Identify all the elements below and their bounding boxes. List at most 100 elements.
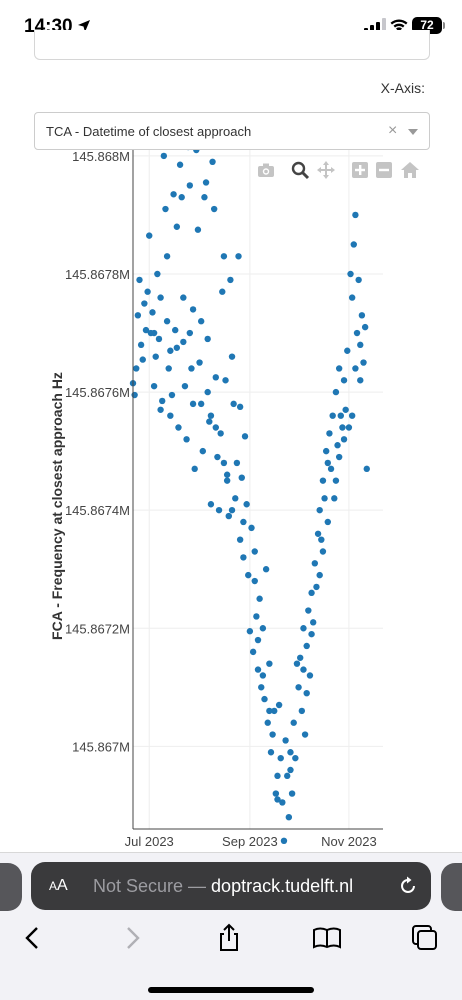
data-point[interactable] xyxy=(178,194,185,201)
data-point[interactable] xyxy=(319,477,327,484)
data-point[interactable] xyxy=(267,749,275,756)
data-point[interactable] xyxy=(324,459,332,467)
data-point[interactable] xyxy=(335,365,343,372)
data-point[interactable] xyxy=(352,365,359,372)
data-point[interactable] xyxy=(339,424,346,431)
data-point[interactable] xyxy=(144,288,151,295)
data-point[interactable] xyxy=(228,506,236,514)
data-point[interactable] xyxy=(163,318,171,325)
data-point[interactable] xyxy=(290,719,297,726)
data-point[interactable] xyxy=(240,554,247,561)
data-point[interactable] xyxy=(297,654,304,661)
data-point[interactable] xyxy=(264,719,271,726)
data-point[interactable] xyxy=(141,300,148,307)
data-point[interactable] xyxy=(150,382,158,390)
data-point[interactable] xyxy=(313,583,320,591)
data-point[interactable] xyxy=(355,276,362,284)
data-point[interactable] xyxy=(348,412,356,419)
data-point[interactable] xyxy=(246,628,254,635)
data-point[interactable] xyxy=(180,294,187,301)
data-point[interactable] xyxy=(133,365,140,372)
data-point[interactable] xyxy=(287,766,294,774)
data-point[interactable] xyxy=(309,619,317,626)
data-point[interactable] xyxy=(300,666,307,673)
data-point[interactable] xyxy=(303,690,310,697)
data-point[interactable] xyxy=(272,790,280,797)
scatter-chart[interactable]: 145.867M 145.8672M 145.8674M 145.8676M 145.8… xyxy=(0,150,462,852)
data-point[interactable] xyxy=(332,477,340,484)
data-point[interactable] xyxy=(335,453,343,461)
data-point[interactable] xyxy=(340,436,348,443)
data-point[interactable] xyxy=(189,306,197,313)
data-point[interactable] xyxy=(154,270,161,278)
data-point[interactable] xyxy=(233,459,241,467)
clear-icon[interactable]: × xyxy=(388,122,398,139)
data-point[interactable] xyxy=(163,253,171,260)
next-tab-preview[interactable] xyxy=(441,863,462,911)
address-bar[interactable]: AA Not Secure — doptrack.tudelft.nl xyxy=(31,862,431,910)
data-point[interactable] xyxy=(165,365,172,372)
data-point[interactable] xyxy=(236,403,244,411)
data-point[interactable] xyxy=(357,377,364,384)
data-point[interactable] xyxy=(340,377,348,384)
data-point[interactable] xyxy=(157,294,164,301)
data-point[interactable] xyxy=(206,418,213,425)
data-point[interactable] xyxy=(266,707,273,715)
data-point[interactable] xyxy=(353,329,361,337)
data-point[interactable] xyxy=(269,731,276,738)
data-point[interactable] xyxy=(215,506,223,514)
data-point[interactable] xyxy=(298,707,306,715)
data-point[interactable] xyxy=(228,353,236,360)
data-point[interactable] xyxy=(136,276,143,284)
data-point[interactable] xyxy=(311,560,319,567)
data-point[interactable] xyxy=(334,442,341,449)
share-icon[interactable] xyxy=(214,923,244,953)
data-point[interactable] xyxy=(134,312,142,319)
data-point[interactable] xyxy=(285,813,293,821)
data-point[interactable] xyxy=(271,707,278,715)
data-point[interactable] xyxy=(350,241,357,248)
data-point[interactable] xyxy=(149,309,156,316)
data-point[interactable] xyxy=(150,329,158,337)
data-point[interactable] xyxy=(363,465,370,473)
data-point[interactable] xyxy=(223,477,231,484)
data-point[interactable] xyxy=(352,211,359,219)
data-point[interactable] xyxy=(241,433,249,440)
data-point[interactable] xyxy=(279,799,286,806)
data-point[interactable] xyxy=(131,391,138,399)
data-point[interactable] xyxy=(210,205,218,213)
data-point[interactable] xyxy=(172,326,179,334)
data-point[interactable] xyxy=(316,506,323,514)
data-point[interactable] xyxy=(245,571,252,579)
data-point[interactable] xyxy=(316,571,323,579)
data-point[interactable] xyxy=(189,400,197,408)
data-point[interactable] xyxy=(201,194,208,201)
data-point[interactable] xyxy=(230,400,237,408)
data-point[interactable] xyxy=(196,359,203,366)
data-point[interactable] xyxy=(227,276,234,284)
data-point[interactable] xyxy=(288,790,296,797)
data-point[interactable] xyxy=(256,595,263,602)
data-point[interactable] xyxy=(261,695,268,703)
forward-icon[interactable] xyxy=(117,923,147,953)
data-point[interactable] xyxy=(337,412,344,419)
x-axis-select[interactable]: TCA - Datetime of closest approach × xyxy=(34,112,430,150)
data-point[interactable] xyxy=(303,642,310,650)
data-point[interactable] xyxy=(254,666,262,673)
reload-icon[interactable] xyxy=(397,875,419,897)
data-point[interactable] xyxy=(305,607,312,614)
data-point[interactable] xyxy=(293,660,301,667)
data-point[interactable] xyxy=(176,161,184,168)
data-point[interactable] xyxy=(300,625,307,632)
back-icon[interactable] xyxy=(18,923,48,953)
data-point[interactable] xyxy=(321,495,328,502)
data-point[interactable] xyxy=(194,226,202,233)
data-point[interactable] xyxy=(329,412,336,419)
data-point[interactable] xyxy=(324,518,332,526)
chart-points[interactable] xyxy=(129,150,370,845)
data-point[interactable] xyxy=(142,326,150,334)
data-point[interactable] xyxy=(262,566,270,573)
data-point[interactable] xyxy=(259,672,267,679)
data-point[interactable] xyxy=(168,391,176,399)
data-point[interactable] xyxy=(301,731,309,738)
